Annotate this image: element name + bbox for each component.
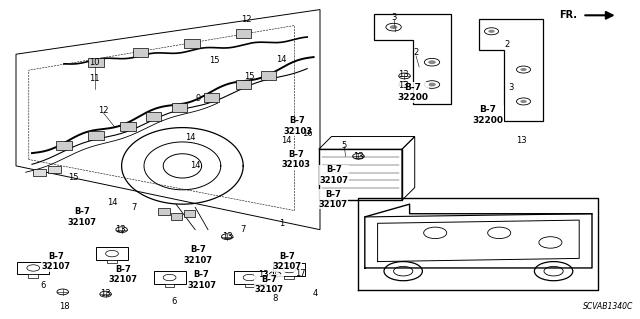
- Circle shape: [428, 60, 436, 64]
- Text: 16: 16: [302, 130, 312, 138]
- Text: 15: 15: [68, 173, 79, 182]
- Text: 15: 15: [244, 72, 255, 81]
- Text: 14: 14: [276, 55, 287, 63]
- Text: B-7
32103: B-7 32103: [283, 116, 312, 136]
- Bar: [88, 131, 104, 140]
- Text: B-7
32107: B-7 32107: [318, 190, 348, 209]
- Bar: [48, 166, 61, 173]
- Text: 13: 13: [222, 232, 232, 241]
- Bar: [285, 276, 294, 279]
- Bar: [154, 271, 186, 284]
- Text: 2: 2: [504, 40, 509, 49]
- Text: B-7
32200: B-7 32200: [397, 83, 428, 102]
- Bar: [234, 271, 266, 284]
- Text: 7: 7: [132, 203, 137, 212]
- Text: 13: 13: [259, 270, 269, 279]
- Text: 6: 6: [41, 281, 46, 290]
- Text: 13: 13: [353, 152, 364, 161]
- Circle shape: [488, 30, 495, 33]
- Text: 12: 12: [241, 15, 252, 24]
- Bar: [133, 48, 148, 57]
- Text: 8: 8: [273, 294, 278, 303]
- Text: 11: 11: [90, 74, 100, 83]
- Text: 14: 14: [282, 136, 292, 145]
- Text: 13: 13: [398, 70, 408, 79]
- Bar: [273, 263, 305, 276]
- Text: 3: 3: [392, 13, 397, 22]
- Text: B-7
32107: B-7 32107: [254, 275, 284, 294]
- Text: 1: 1: [279, 219, 284, 228]
- Text: 7: 7: [241, 225, 246, 234]
- Text: 10: 10: [90, 58, 100, 67]
- Text: B-7
32107: B-7 32107: [67, 207, 97, 226]
- Text: B-7
32107: B-7 32107: [187, 271, 216, 290]
- Bar: [56, 141, 72, 150]
- Text: 6: 6: [172, 297, 177, 306]
- Text: B-7
32107: B-7 32107: [272, 252, 301, 271]
- Text: FR.: FR.: [559, 10, 577, 20]
- Bar: [236, 29, 251, 38]
- Bar: [17, 262, 49, 274]
- Text: B-7
32107: B-7 32107: [108, 265, 138, 284]
- Bar: [261, 71, 276, 80]
- Bar: [96, 247, 128, 260]
- Text: SCVAB1340C: SCVAB1340C: [583, 302, 634, 311]
- Text: 13: 13: [398, 81, 408, 90]
- Bar: [184, 39, 200, 48]
- Bar: [204, 93, 219, 102]
- Text: 2: 2: [413, 48, 419, 57]
- Text: 5: 5: [342, 141, 347, 150]
- Bar: [158, 208, 170, 215]
- Text: 14: 14: [190, 161, 200, 170]
- Text: 12: 12: [99, 106, 109, 115]
- Text: 14: 14: [107, 198, 117, 207]
- Bar: [146, 112, 161, 121]
- Bar: [165, 284, 175, 287]
- Text: B-7
32107: B-7 32107: [184, 246, 213, 265]
- Text: 13: 13: [115, 225, 125, 234]
- Bar: [319, 149, 402, 200]
- Text: 13: 13: [100, 289, 111, 298]
- Bar: [28, 274, 38, 278]
- Text: 4: 4: [312, 289, 317, 298]
- Bar: [184, 210, 195, 217]
- Text: B-7
32107: B-7 32107: [42, 252, 71, 271]
- Bar: [120, 122, 136, 131]
- Bar: [171, 213, 182, 220]
- Text: 3: 3: [508, 83, 513, 92]
- Bar: [107, 260, 116, 263]
- Text: 13: 13: [516, 136, 527, 145]
- Text: 17: 17: [296, 269, 306, 278]
- Text: 14: 14: [186, 133, 196, 142]
- Circle shape: [520, 100, 527, 103]
- Bar: [33, 169, 46, 176]
- Bar: [236, 80, 251, 89]
- Circle shape: [520, 68, 527, 71]
- Text: B-7
32200: B-7 32200: [472, 105, 503, 124]
- Text: 9: 9: [196, 94, 201, 103]
- Text: B-7
32103: B-7 32103: [281, 150, 310, 169]
- Bar: [88, 58, 104, 67]
- Bar: [245, 284, 255, 287]
- Text: 18: 18: [59, 302, 69, 311]
- Text: B-7
32107: B-7 32107: [319, 165, 349, 184]
- Circle shape: [390, 25, 397, 29]
- Bar: [172, 103, 187, 112]
- Text: 15: 15: [209, 56, 220, 65]
- Circle shape: [428, 83, 436, 86]
